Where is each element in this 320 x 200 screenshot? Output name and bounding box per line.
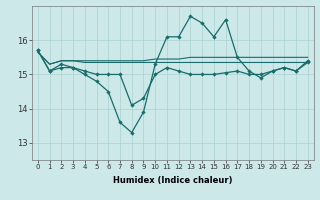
X-axis label: Humidex (Indice chaleur): Humidex (Indice chaleur) bbox=[113, 176, 233, 185]
